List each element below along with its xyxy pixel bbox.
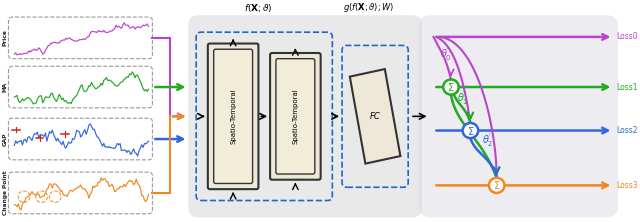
FancyBboxPatch shape xyxy=(8,118,152,160)
Text: $\theta_1^{'}$: $\theta_1^{'}$ xyxy=(457,89,468,107)
Text: Spatio-Temporal: Spatio-Temporal xyxy=(292,89,298,144)
Text: Loss0: Loss0 xyxy=(616,32,638,42)
Text: $f(\mathbf{X}; \vartheta)$: $f(\mathbf{X}; \vartheta)$ xyxy=(244,2,273,14)
Circle shape xyxy=(489,178,504,193)
FancyBboxPatch shape xyxy=(270,53,321,180)
Text: FC: FC xyxy=(370,112,381,121)
FancyBboxPatch shape xyxy=(8,172,152,214)
Text: Spatio-Temporal: Spatio-Temporal xyxy=(230,89,236,144)
Text: Price: Price xyxy=(3,30,8,46)
FancyBboxPatch shape xyxy=(419,15,618,218)
Circle shape xyxy=(443,79,459,95)
FancyBboxPatch shape xyxy=(188,15,422,218)
Text: Loss2: Loss2 xyxy=(616,126,638,135)
Text: $\theta_0^{'}$: $\theta_0^{'}$ xyxy=(440,45,452,63)
Circle shape xyxy=(463,123,478,138)
Text: $\Sigma$: $\Sigma$ xyxy=(467,125,474,137)
Text: Change Point: Change Point xyxy=(3,171,8,215)
Text: $g(f(\mathbf{X}; \vartheta); W)$: $g(f(\mathbf{X}; \vartheta); W)$ xyxy=(342,1,394,14)
Text: GAP: GAP xyxy=(3,132,8,146)
Text: MA: MA xyxy=(3,82,8,92)
FancyBboxPatch shape xyxy=(276,59,315,174)
Text: $\Sigma$: $\Sigma$ xyxy=(447,81,455,93)
FancyBboxPatch shape xyxy=(208,44,259,189)
Text: Loss1: Loss1 xyxy=(616,83,638,91)
FancyBboxPatch shape xyxy=(214,49,253,183)
Text: $\Sigma$: $\Sigma$ xyxy=(493,179,500,191)
Polygon shape xyxy=(350,69,401,164)
Text: Loss3: Loss3 xyxy=(616,181,638,190)
FancyBboxPatch shape xyxy=(8,66,152,108)
FancyBboxPatch shape xyxy=(8,17,152,59)
Text: $\theta_2^{'}$: $\theta_2^{'}$ xyxy=(482,131,493,149)
